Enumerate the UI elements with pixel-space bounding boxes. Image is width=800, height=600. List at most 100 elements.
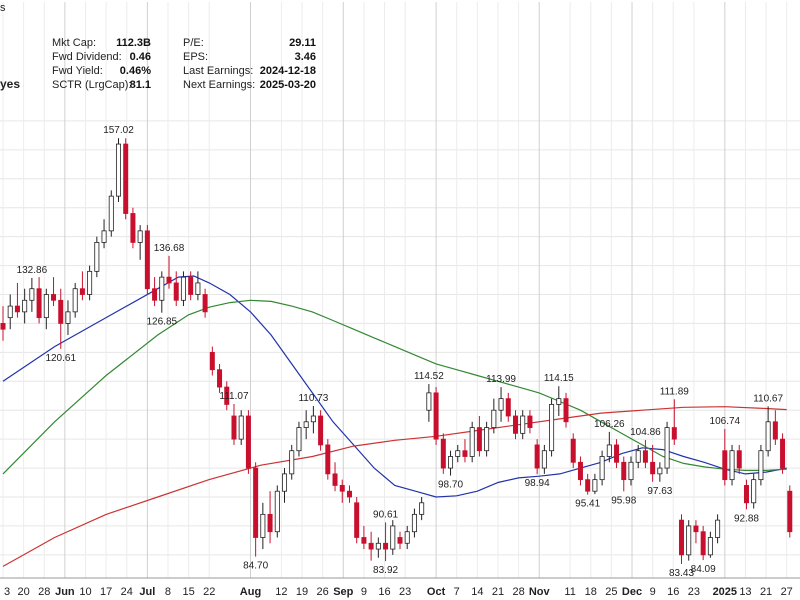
- candle-body: [549, 404, 555, 452]
- candle-body: [700, 531, 706, 556]
- candle-body: [65, 311, 71, 324]
- x-tick-label: 21: [760, 586, 772, 598]
- price-annotation: 110.73: [298, 393, 328, 404]
- candle-body: [577, 461, 583, 481]
- x-tick-label: 9: [650, 586, 656, 598]
- candle-body: [563, 398, 569, 423]
- stat-label-next-earnings: Next Earnings:: [183, 79, 256, 91]
- price-annotation: 126.85: [147, 317, 178, 328]
- candle-body: [491, 409, 497, 428]
- candle-body: [282, 473, 288, 492]
- candle-body: [289, 450, 295, 475]
- candle-body: [650, 461, 656, 475]
- header-fragment-mid: yes: [0, 77, 21, 91]
- candle-body: [729, 450, 735, 481]
- x-tick-label: 26: [317, 586, 329, 598]
- candle-body: [7, 305, 13, 319]
- candle-body: [512, 415, 518, 434]
- x-tick-label: 13: [739, 586, 751, 598]
- candle-body: [115, 143, 121, 197]
- candle-body: [599, 456, 605, 481]
- stat-value-next-earnings: 2025-03-20: [259, 79, 316, 91]
- x-tick-label: Sep: [333, 586, 353, 598]
- x-tick-label: Jul: [139, 586, 155, 598]
- price-annotation: 83.43: [669, 568, 694, 579]
- price-annotation: 106.74: [710, 416, 741, 427]
- candle-body: [404, 531, 410, 544]
- stat-value-last-earnings: 2024-12-18: [259, 65, 316, 77]
- candle-body: [332, 473, 338, 486]
- stat-value-mkt-cap: 112.3B: [116, 37, 151, 49]
- price-annotation: 98.94: [525, 478, 550, 489]
- candle-body: [462, 450, 468, 457]
- candle-body: [606, 444, 612, 457]
- price-annotation-layer: 132.86 120.61 157.02 136.68 126.85 111.07 84.7…: [17, 125, 784, 579]
- candle-body: [339, 485, 345, 492]
- candle-body: [152, 288, 158, 301]
- candle-body: [664, 427, 670, 469]
- candle-body: [22, 299, 28, 313]
- candle-body: [679, 519, 685, 556]
- candle-body: [94, 242, 100, 272]
- x-tick-label: 18: [585, 586, 597, 598]
- x-tick-label: Aug: [240, 586, 261, 598]
- candle-body: [253, 467, 259, 538]
- candle-body: [58, 299, 64, 324]
- candle-body: [628, 461, 634, 481]
- stat-value-pe: 29.11: [289, 37, 316, 49]
- price-annotation: 90.61: [373, 509, 398, 520]
- candle-body: [260, 513, 266, 538]
- candle-body: [79, 288, 85, 295]
- price-annotation: 97.63: [647, 486, 672, 497]
- candle-body: [346, 490, 352, 498]
- candle-body: [758, 450, 764, 481]
- candle-body: [383, 542, 389, 550]
- x-tick-label: Nov: [529, 586, 551, 598]
- x-tick-label: 20: [17, 586, 29, 598]
- candle-body: [274, 490, 280, 533]
- candle-body: [166, 276, 172, 284]
- candle-body: [101, 230, 107, 243]
- candle-body: [144, 230, 150, 290]
- price-annotation: 114.15: [544, 373, 574, 384]
- candle-body: [231, 415, 237, 440]
- candle-body: [585, 479, 591, 492]
- x-tick-label: 25: [605, 586, 617, 598]
- price-annotation: 136.68: [154, 243, 185, 254]
- price-annotation: 132.86: [17, 265, 48, 276]
- candle-body: [390, 525, 396, 550]
- candle-body: [657, 467, 663, 475]
- candle-body: [14, 305, 20, 313]
- candle-body: [534, 444, 540, 469]
- x-tick-label: Oct: [427, 586, 446, 598]
- stat-value-eps: 3.46: [294, 51, 316, 63]
- candle-body: [751, 479, 757, 504]
- candle-body: [325, 444, 331, 475]
- stat-value-fwd-dividend: 0.46: [129, 51, 151, 63]
- x-tick-label: 10: [79, 586, 91, 598]
- candle-body: [743, 485, 749, 504]
- x-tick-label: 7: [454, 586, 460, 598]
- price-annotation: 114.52: [414, 371, 444, 382]
- candle-body: [419, 502, 425, 515]
- candle-body: [159, 276, 165, 301]
- candle-body: [296, 427, 302, 452]
- candle-body: [245, 415, 251, 469]
- candle-body: [448, 456, 454, 469]
- price-annotation: 98.70: [438, 480, 463, 491]
- x-tick-label: 23: [399, 586, 411, 598]
- price-annotation: 111.07: [219, 391, 249, 402]
- candle-body: [361, 537, 367, 544]
- x-tick-label: 16: [378, 586, 390, 598]
- stat-value-fwd-yield: 0.46%: [119, 65, 151, 77]
- price-annotation: 120.61: [45, 353, 76, 364]
- x-tick-label: Dec: [622, 586, 642, 598]
- x-tick-label: 12: [275, 586, 287, 598]
- candle-body: [484, 427, 490, 452]
- price-annotation: 95.41: [575, 499, 600, 510]
- candle-body: [520, 415, 526, 434]
- candle-body: [108, 195, 114, 232]
- candle-body: [736, 450, 742, 469]
- candle-body: [570, 438, 576, 463]
- price-annotation: 84.09: [691, 564, 716, 575]
